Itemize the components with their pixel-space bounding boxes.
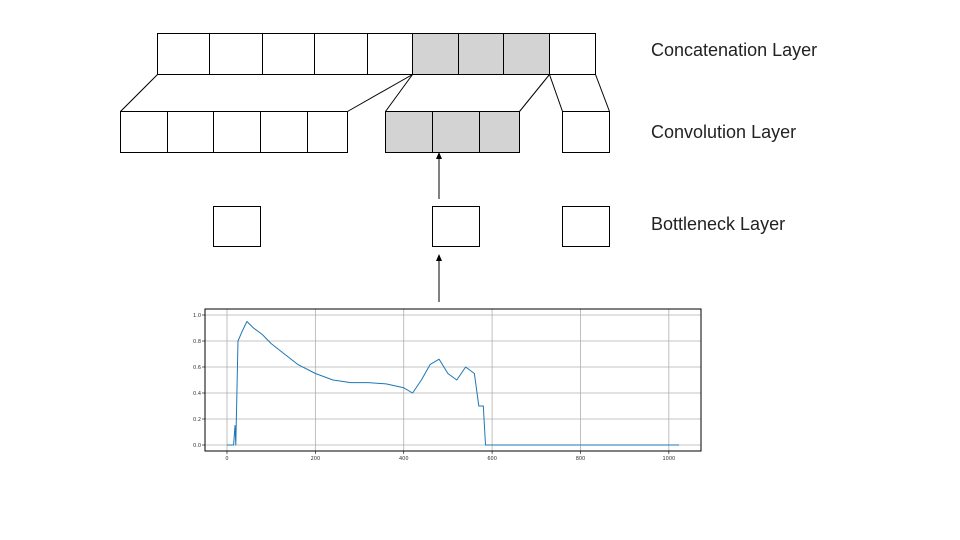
concat-cell-7-highlight <box>458 33 504 75</box>
bottleneck-cell-2 <box>432 206 480 247</box>
concatenation-layer <box>157 33 596 75</box>
y-tick-label: 0.4 <box>193 391 201 397</box>
y-tick-label: 0.6 <box>193 365 201 371</box>
plot-frame <box>204 308 702 452</box>
concat-cell-6-highlight <box>412 33 459 75</box>
connector-lines <box>120 74 610 112</box>
series-line-1 <box>227 321 679 446</box>
concat-cell-4 <box>314 33 368 75</box>
x-tick-label: 800 <box>576 456 586 462</box>
concat-cell-9 <box>549 33 596 75</box>
x-tick-label: 600 <box>487 456 497 462</box>
bottleneck-layer <box>213 206 610 247</box>
x-tick-label: 400 <box>399 456 409 462</box>
x-tick-label: 1000 <box>662 456 675 462</box>
connector-group3-right <box>595 74 610 112</box>
plot-grid <box>205 309 701 451</box>
connector-group2-left <box>385 74 413 112</box>
bottleneck-cell-1 <box>213 206 261 247</box>
arrows <box>436 152 442 302</box>
conv-group2-cell-2 <box>432 111 480 153</box>
conv-group1-cell-1 <box>120 111 168 153</box>
bottleneck-cell-3 <box>562 206 610 247</box>
conv-group1-cell-3 <box>213 111 261 153</box>
connector-group1-left <box>120 74 158 112</box>
concat-cell-3 <box>262 33 315 75</box>
concat-cell-2 <box>209 33 263 75</box>
conv-group1-cell-4 <box>260 111 308 153</box>
convolution-layer-label: Convolution Layer <box>651 122 797 142</box>
concat-cell-8-highlight <box>503 33 550 75</box>
bottleneck-layer-label: Bottleneck Layer <box>651 214 786 234</box>
x-tick-label: 0 <box>225 456 228 462</box>
signal-plot: 0 200 400 600 800 1000 0.0 0.2 0.4 0.6 0.8 1.0 <box>193 308 702 462</box>
y-tick-label: 0.0 <box>193 443 201 449</box>
y-tick-label: 0.2 <box>193 417 201 423</box>
conv-group2-cell-1 <box>385 111 433 153</box>
connector-group3-left <box>549 74 563 112</box>
convolution-layer <box>120 111 610 153</box>
arrow-signal-to-bottleneck-head <box>436 254 442 261</box>
connector-group1-right <box>347 74 413 112</box>
conv-group3-cell-1 <box>562 111 610 153</box>
arrow-bottleneck-to-conv-head <box>436 152 442 159</box>
conv-group2-cell-3 <box>479 111 520 153</box>
concat-cell-5 <box>367 33 413 75</box>
concat-cell-1 <box>157 33 210 75</box>
y-tick-label: 1.0 <box>193 313 201 319</box>
y-tick-label: 0.8 <box>193 339 201 345</box>
concatenation-layer-label: Concatenation Layer <box>651 40 818 60</box>
x-tick-label: 200 <box>311 456 321 462</box>
plot-ticks: 0 200 400 600 800 1000 0.0 0.2 0.4 0.6 0.8 1.0 <box>193 313 675 462</box>
connector-group2-right <box>519 74 550 112</box>
conv-group1-cell-5 <box>307 111 348 153</box>
plot-lines <box>227 321 679 446</box>
conv-group1-cell-2 <box>167 111 214 153</box>
